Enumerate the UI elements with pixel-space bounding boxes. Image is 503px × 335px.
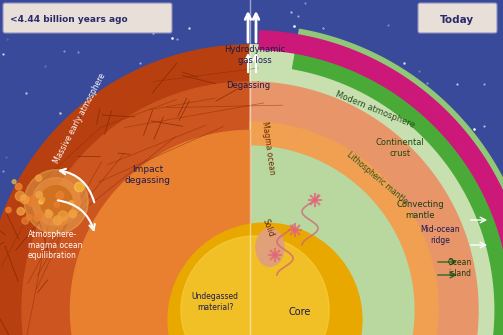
- Polygon shape: [70, 130, 250, 335]
- Circle shape: [34, 214, 41, 221]
- Circle shape: [26, 214, 32, 220]
- Circle shape: [12, 180, 16, 184]
- Circle shape: [39, 200, 43, 204]
- Text: Convecting
mantle: Convecting mantle: [396, 200, 444, 220]
- Ellipse shape: [168, 223, 362, 335]
- Circle shape: [0, 234, 135, 335]
- Text: Atmosphere-
magma ocean
equilibration: Atmosphere- magma ocean equilibration: [28, 230, 82, 260]
- Text: Continental
crust: Continental crust: [376, 138, 425, 158]
- Circle shape: [40, 197, 45, 202]
- Text: Magma ocean: Magma ocean: [260, 121, 276, 175]
- Text: Solid: Solid: [261, 218, 276, 238]
- Polygon shape: [293, 42, 503, 335]
- Circle shape: [45, 210, 50, 215]
- Text: Modern atmosphere: Modern atmosphere: [334, 90, 416, 130]
- Circle shape: [27, 197, 36, 206]
- Circle shape: [0, 279, 90, 335]
- Circle shape: [16, 184, 22, 190]
- Polygon shape: [0, 45, 250, 335]
- Polygon shape: [250, 122, 438, 335]
- Polygon shape: [297, 29, 503, 335]
- Polygon shape: [250, 45, 503, 335]
- Circle shape: [21, 195, 29, 204]
- Circle shape: [56, 192, 63, 199]
- Polygon shape: [250, 82, 478, 335]
- Ellipse shape: [256, 228, 284, 266]
- Polygon shape: [22, 82, 250, 335]
- Circle shape: [58, 211, 68, 221]
- FancyBboxPatch shape: [3, 3, 172, 33]
- Text: Impact
degassing: Impact degassing: [125, 165, 171, 185]
- Circle shape: [40, 186, 72, 218]
- Circle shape: [69, 201, 73, 205]
- Circle shape: [69, 210, 76, 218]
- Circle shape: [54, 202, 59, 207]
- Circle shape: [37, 176, 40, 179]
- Text: Hydrodynamic
gas loss: Hydrodynamic gas loss: [224, 45, 286, 65]
- Circle shape: [32, 178, 80, 226]
- Circle shape: [45, 210, 53, 218]
- Circle shape: [0, 259, 110, 335]
- Text: Core: Core: [289, 307, 311, 317]
- Text: Degassing: Degassing: [226, 80, 270, 89]
- Text: Lithospheric mantle: Lithospheric mantle: [345, 150, 409, 206]
- Polygon shape: [250, 45, 503, 335]
- Circle shape: [6, 207, 11, 213]
- Text: Massive early atmosphere: Massive early atmosphere: [52, 71, 108, 164]
- Text: Undegassed
material?: Undegassed material?: [192, 292, 238, 312]
- Circle shape: [74, 182, 84, 192]
- FancyBboxPatch shape: [418, 3, 497, 33]
- Circle shape: [36, 175, 42, 181]
- Circle shape: [53, 216, 62, 224]
- Circle shape: [22, 217, 29, 224]
- Circle shape: [24, 170, 88, 234]
- Text: <4.44 billion years ago: <4.44 billion years ago: [10, 15, 128, 24]
- Polygon shape: [259, 31, 503, 335]
- Text: Mid-ocean
ridge: Mid-ocean ridge: [420, 225, 460, 245]
- Text: Ocean
island: Ocean island: [448, 258, 472, 278]
- Ellipse shape: [181, 236, 329, 335]
- Circle shape: [15, 294, 75, 335]
- Circle shape: [36, 192, 42, 198]
- Text: Today: Today: [440, 15, 474, 25]
- Circle shape: [15, 191, 25, 201]
- Circle shape: [17, 207, 25, 215]
- Circle shape: [21, 195, 26, 200]
